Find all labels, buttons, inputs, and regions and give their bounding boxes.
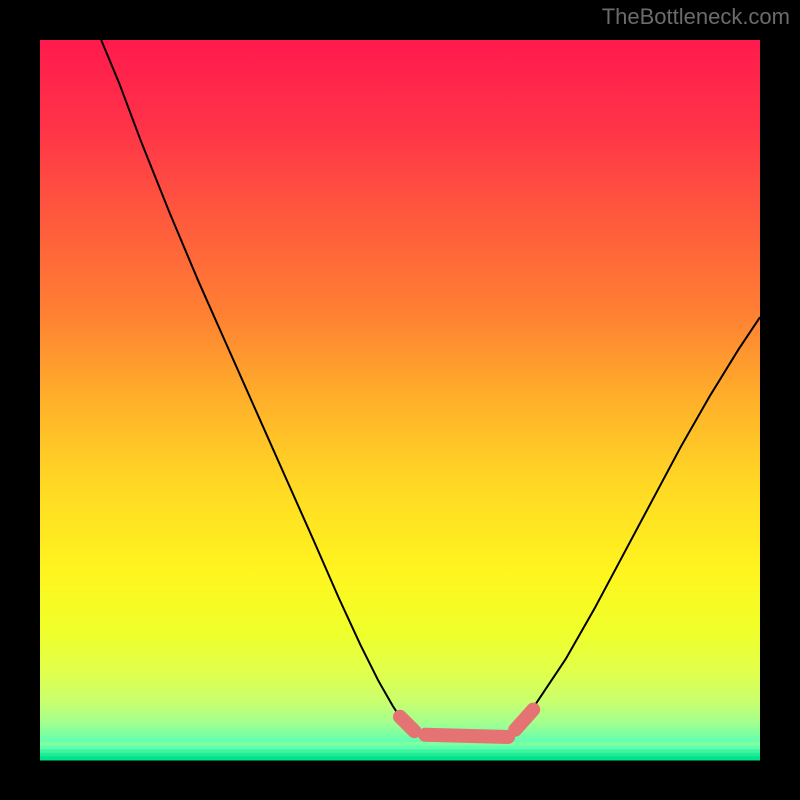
watermark-text: TheBottleneck.com <box>602 4 790 30</box>
bottleneck-chart <box>0 0 800 800</box>
